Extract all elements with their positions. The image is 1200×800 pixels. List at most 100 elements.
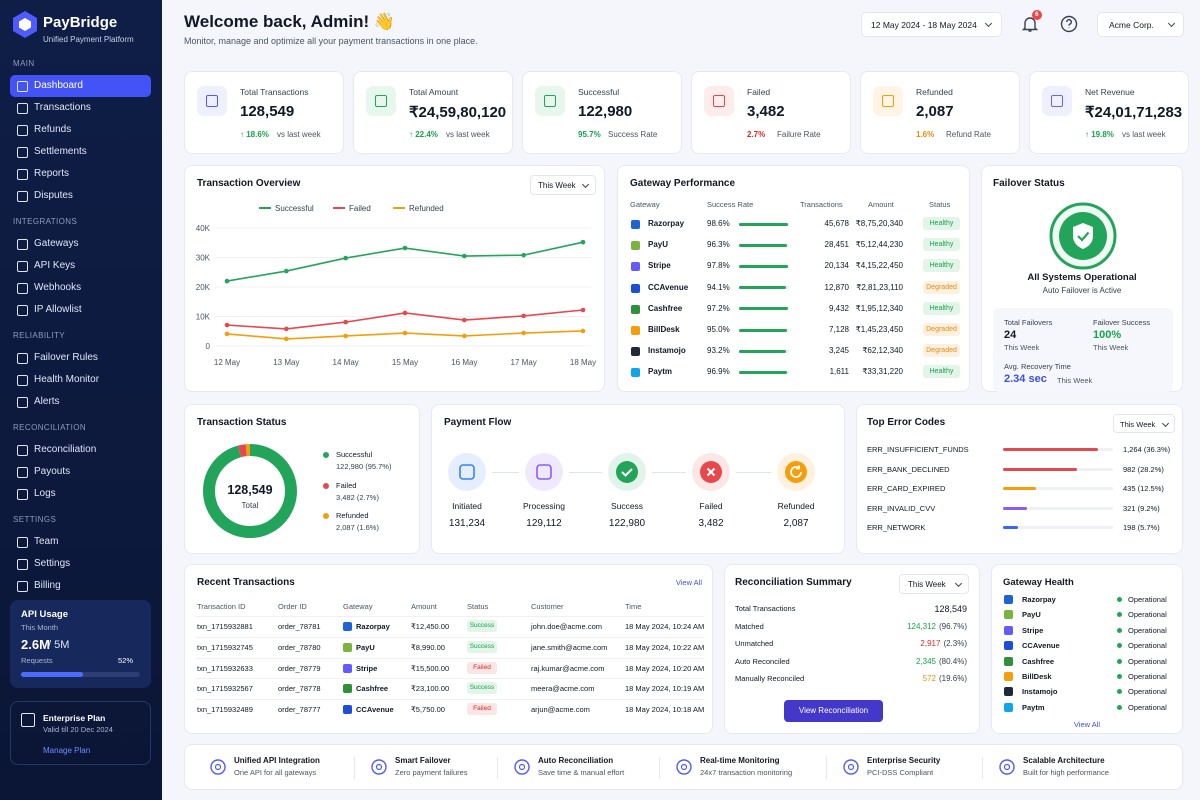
nav-item[interactable]: Payouts <box>10 461 151 483</box>
nav-label: Reconciliation <box>34 444 97 455</box>
payment-flow-card: Payment Flow Initiated 131,234 Processing 12… <box>431 404 845 554</box>
plan-link[interactable]: Manage Plan <box>43 746 91 755</box>
gateway-logo <box>343 684 352 694</box>
data-point <box>402 330 408 336</box>
nav-label: Gateways <box>34 238 79 249</box>
filter-dropdown[interactable]: This Week <box>899 574 969 594</box>
nav-item[interactable]: Health Monitor <box>10 369 151 391</box>
amount: ₹5,12,44,230 <box>855 240 903 250</box>
kpi-card: Failed 3,482 2.7% Failure Rate <box>691 71 851 154</box>
card-title: Gateway Performance <box>630 178 736 189</box>
nav-item[interactable]: Settings <box>10 553 151 575</box>
gateway-logo <box>631 283 640 293</box>
view-reconciliation-button[interactable]: View Reconciliation <box>784 700 883 722</box>
nav-item[interactable]: Refunds <box>10 119 151 141</box>
feature-icon-ring <box>210 759 226 775</box>
help-icon[interactable] <box>1059 14 1079 34</box>
row-divider <box>195 678 704 680</box>
gateway-name: Stripe <box>1022 625 1044 635</box>
view-all-link[interactable]: View All <box>675 578 702 587</box>
api-usage-used: 2.6M <box>21 637 50 652</box>
status-dot <box>1117 627 1122 633</box>
kpi-note: Success Rate <box>608 130 658 139</box>
brand-name: PayBridge <box>43 14 118 31</box>
nav-item[interactable]: Logs <box>10 483 151 505</box>
data-point <box>224 322 230 328</box>
error-bar <box>1003 506 1028 510</box>
nav-item[interactable]: Alerts <box>10 391 151 413</box>
nav-item[interactable]: Dashboard <box>10 75 151 97</box>
nav-item[interactable]: API Keys <box>10 255 151 277</box>
stat-period: This Week <box>1004 343 1040 352</box>
recon-value-group: 2,345 (80.4%) <box>916 657 967 666</box>
nav-item[interactable]: Team <box>10 531 151 553</box>
sidebar: PayBridge Unified Payment Platform MAIN Das… <box>0 0 162 800</box>
view-all-link[interactable]: View All <box>1073 720 1101 729</box>
txn-id: txn_1715932881 <box>197 622 253 631</box>
refund <box>790 465 802 478</box>
step-halo <box>448 453 486 491</box>
nav-label: Transactions <box>34 102 91 113</box>
status-pill: Failed <box>467 703 497 716</box>
nav-icon <box>17 283 28 294</box>
step-glyph <box>459 464 475 480</box>
customer: john.doe@acme.com <box>531 622 602 631</box>
filter-dropdown[interactable]: This Week <box>1113 414 1175 433</box>
feature-divider <box>982 757 983 779</box>
nav-icon <box>17 239 28 250</box>
nav-icon <box>17 261 28 272</box>
filter-dropdown[interactable]: This Week <box>530 175 596 195</box>
nav-item[interactable]: Transactions <box>10 97 151 119</box>
status-pill: Failed <box>467 661 497 674</box>
gateway-name: CCAvenue <box>648 282 689 292</box>
failover-shield <box>1049 202 1117 270</box>
nav-item[interactable]: Failover Rules <box>10 347 151 369</box>
reconciliation-card: Reconciliation Summary This Week Total Tra… <box>724 564 980 734</box>
row-divider <box>195 657 704 659</box>
feature-icon-dot <box>375 763 383 771</box>
nav-item[interactable]: IP Allowlist <box>10 299 151 321</box>
nav-item[interactable]: Disputes <box>10 185 151 207</box>
nav-item[interactable]: Settlements <box>10 141 151 163</box>
nav-item[interactable]: Webhooks <box>10 277 151 299</box>
gateway-logo <box>343 642 352 652</box>
status-pill: Success <box>467 682 497 695</box>
error-count: 1,264 (36.3%) <box>1123 445 1171 454</box>
card-title: Transaction Status <box>197 417 287 428</box>
y-tick-label: 10K <box>196 313 211 322</box>
recon-label: Manually Reconciled <box>735 674 805 684</box>
nav-item[interactable]: Reconciliation <box>10 439 151 461</box>
amount: ₹2,81,23,110 <box>856 282 903 292</box>
customer: meera@acme.com <box>531 684 595 694</box>
nav-section-title: RECONCILIATION <box>13 423 87 432</box>
status-pill: Degraded <box>923 280 960 294</box>
nav-item[interactable]: Reports <box>10 163 151 185</box>
feature-icon <box>676 759 692 775</box>
status-dot <box>1117 597 1122 602</box>
y-tick-label: 20K <box>196 283 211 292</box>
gateway-logo <box>1004 687 1013 697</box>
nav-item[interactable]: Gateways <box>10 233 151 255</box>
feature-icon <box>210 759 226 775</box>
success-rate: 97.8% <box>707 261 730 271</box>
nav-item[interactable]: Billing <box>10 575 151 597</box>
flow-step-icon <box>448 453 486 491</box>
account-switcher[interactable]: Acme Corp. <box>1097 12 1184 37</box>
recon-value: 572 <box>922 674 936 684</box>
data-point <box>580 239 586 245</box>
status-pill: Healthy <box>923 238 960 252</box>
bell-shape <box>1021 17 1039 32</box>
transactions: 3,245 <box>828 346 849 356</box>
transactions: 28,451 <box>824 240 849 250</box>
kpi-card: Net Revenue ₹24,01,71,283 ↑ 19.8% vs last w… <box>1029 71 1189 154</box>
status-dot <box>1117 643 1122 649</box>
amount: ₹23,100.00 <box>411 684 450 694</box>
kpi-label: Total Transactions <box>240 87 309 97</box>
date-range-picker[interactable]: 12 May 2024 - 18 May 2024 <box>861 12 1002 37</box>
error-bar <box>1003 526 1018 530</box>
plan-icon <box>21 713 35 727</box>
column-header: Status <box>929 200 951 209</box>
nav-icon <box>17 125 28 136</box>
notification-bell[interactable] <box>1020 14 1040 34</box>
nav-icon <box>17 467 28 478</box>
